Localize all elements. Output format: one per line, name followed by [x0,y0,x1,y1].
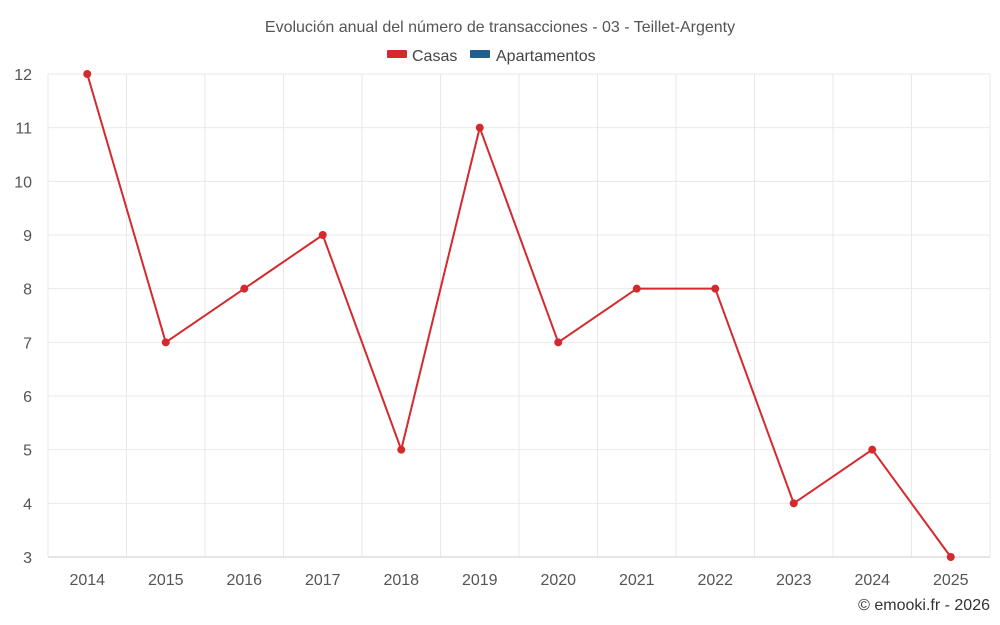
series-line-casas [86,73,952,558]
credit-text: © emooki.fr - 2026 [858,597,990,614]
y-tick-label: 5 [23,443,32,460]
y-tick-label: 6 [23,389,32,406]
x-tick-label: 2020 [540,572,576,589]
x-tick-label: 2015 [148,572,184,589]
data-point [632,284,641,293]
axes: 3 4 5 6 7 8 9 10 11 12 2014 2015 2016 2017 2018 2019 202… [14,67,990,589]
data-point [711,284,720,293]
y-tick-label: 11 [15,121,32,138]
legend[interactable]: Casas Apartamentos [387,48,596,65]
chart-title: Evolución anual del número de transaccio… [265,19,735,36]
legend-swatch-apartamentos [470,50,490,58]
data-point [397,445,406,454]
series-casas [83,70,955,561]
legend-label-casas[interactable]: Casas [412,48,457,65]
x-tick-label: 2025 [933,572,969,589]
x-tick-label: 2021 [619,572,655,589]
legend-label-apartamentos[interactable]: Apartamentos [496,48,596,65]
data-point [554,338,563,347]
x-tick-label: 2016 [226,572,262,589]
y-tick-label: 9 [23,228,32,245]
y-tick-label: 8 [23,282,32,299]
data-point [475,123,484,132]
legend-swatch-casas [387,50,407,58]
data-point [83,70,92,78]
legend-item-apartamentos[interactable]: Apartamentos [470,48,596,65]
data-point [161,338,170,347]
legend-item-casas[interactable]: Casas [387,48,457,65]
x-tick-label: 2018 [383,572,419,589]
x-tick-label: 2019 [462,572,498,589]
y-tick-label: 12 [14,67,32,84]
y-tick-label: 7 [23,335,32,352]
data-point [789,499,798,508]
y-tick-label: 10 [14,174,32,191]
y-tick-label: 3 [23,550,32,567]
x-tick-label: 2024 [854,572,890,589]
x-tick-label: 2014 [69,572,105,589]
x-tick-label: 2022 [697,572,733,589]
grid [47,73,991,557]
data-point [868,445,877,454]
x-tick-label: 2023 [776,572,812,589]
data-point [946,553,955,561]
data-point [318,231,327,239]
x-tick-label: 2017 [305,572,341,589]
data-point [240,284,249,293]
y-tick-label: 4 [23,496,32,513]
